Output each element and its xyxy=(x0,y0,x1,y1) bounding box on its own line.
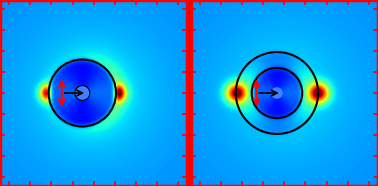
Circle shape xyxy=(76,87,88,99)
Circle shape xyxy=(272,88,282,98)
